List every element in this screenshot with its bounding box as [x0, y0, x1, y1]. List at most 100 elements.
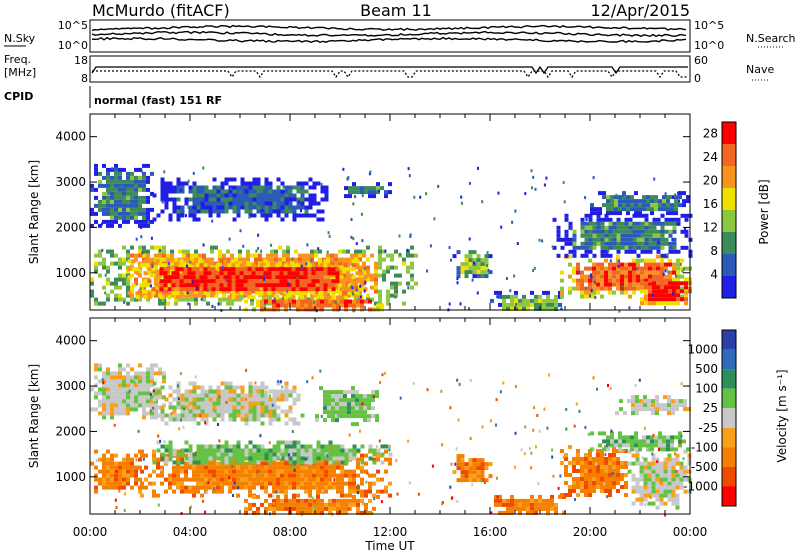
heatmap-cell: [284, 489, 288, 494]
heatmap-cell: [366, 269, 370, 274]
heatmap-cell: [647, 407, 651, 412]
heatmap-cell: [287, 267, 292, 272]
heatmap-cell: [176, 405, 181, 410]
heatmap-cell: [134, 387, 138, 392]
heatmap-cell: [304, 189, 309, 194]
heatmap-cell: [331, 267, 336, 272]
scatter-cell: [147, 220, 150, 224]
heatmap-cell: [192, 452, 197, 457]
heatmap-cell: [259, 271, 264, 276]
heatmap-cell: [626, 199, 630, 204]
heatmap-cell: [328, 469, 332, 474]
heatmap-cell: [679, 469, 684, 474]
heatmap-cell: [163, 275, 168, 280]
heatmap-cell: [640, 285, 644, 290]
heatmap-cell: [106, 183, 110, 188]
heatmap-cell: [283, 279, 288, 284]
heatmap-cell: [312, 181, 317, 186]
heatmap-cell: [360, 477, 364, 482]
heatmap-cell: [244, 506, 248, 511]
heatmap-cell: [218, 289, 222, 294]
heatmap-cell: [652, 289, 656, 294]
heatmap-cell: [236, 409, 241, 414]
heatmap-cell: [627, 399, 631, 404]
heatmap-cell: [183, 279, 188, 284]
heatmap-cell: [220, 389, 225, 394]
heatmap-cell: [90, 207, 94, 212]
heatmap-cell: [628, 233, 633, 238]
heatmap-cell: [352, 182, 356, 187]
heatmap-cell: [652, 245, 657, 250]
heatmap-cell: [254, 257, 258, 262]
heatmap-cell: [600, 233, 605, 238]
heatmap-cell: [359, 287, 364, 292]
heatmap-cell: [102, 191, 106, 196]
heatmap-cell: [192, 393, 197, 398]
scatter-cell: [677, 191, 680, 195]
heatmap-cell: [98, 367, 102, 372]
heatmap-cell: [206, 261, 210, 266]
heatmap-cell: [202, 297, 206, 302]
heatmap-cell: [272, 510, 276, 515]
heatmap-cell: [634, 443, 638, 448]
heatmap-cell: [600, 266, 604, 271]
heatmap-cell: [130, 407, 134, 412]
heatmap-cell: [680, 258, 684, 263]
heatmap-cell: [295, 263, 300, 268]
heatmap-cell: [164, 185, 169, 190]
heatmap-cell: [110, 175, 114, 180]
heatmap-cell: [542, 298, 546, 303]
heatmap-cell: [138, 477, 142, 482]
scatter-cell: [202, 243, 205, 247]
heatmap-cell: [114, 461, 118, 466]
heatmap-cell: [200, 473, 204, 478]
heatmap-cell: [338, 249, 342, 254]
heatmap-cell: [275, 263, 280, 268]
heatmap-cell: [188, 405, 193, 410]
heatmap-cell: [176, 449, 180, 454]
heatmap-cell: [300, 460, 305, 465]
heatmap-cell: [252, 409, 257, 414]
heatmap-cell: [336, 465, 340, 470]
heatmap-cell: [118, 171, 122, 176]
heatmap-cell: [300, 465, 304, 470]
heatmap-cell: [142, 399, 146, 404]
heatmap-cell: [278, 245, 282, 250]
heatmap-cell: [372, 190, 376, 195]
heatmap-cell: [592, 266, 596, 271]
heatmap-cell: [275, 295, 280, 300]
heatmap-cell: [232, 413, 237, 418]
heatmap-cell: [676, 221, 681, 226]
heatmap-cell: [298, 261, 302, 266]
heatmap-cell: [331, 414, 335, 419]
heatmap-cell: [272, 461, 276, 466]
heatmap-cell: [576, 282, 580, 287]
heatmap-cell: [352, 456, 357, 461]
heatmap-cell: [671, 465, 676, 470]
heatmap-cell: [159, 271, 164, 276]
heatmap-cell: [656, 301, 660, 306]
heatmap-cell: [322, 273, 326, 278]
heatmap-cell: [596, 266, 600, 271]
heatmap-cell: [588, 477, 592, 481]
heatmap-cell: [183, 267, 188, 272]
heatmap-cell: [655, 481, 660, 486]
heatmap-cell: [102, 301, 106, 306]
heatmap-cell: [240, 465, 244, 470]
heatmap-cell: [126, 301, 130, 306]
heatmap-cell: [296, 465, 300, 470]
heatmap-cell: [216, 389, 221, 394]
heatmap-cell: [204, 201, 209, 206]
heatmap-cell: [110, 453, 114, 458]
heatmap-cell: [98, 223, 102, 228]
heatmap-cell: [114, 281, 118, 286]
heatmap-cell: [106, 485, 110, 490]
heatmap-cell: [138, 387, 142, 392]
heatmap-cell: [624, 481, 628, 485]
heatmap-cell: [163, 267, 168, 272]
heatmap-cell: [163, 271, 168, 276]
heatmap-cell: [224, 393, 229, 398]
heatmap-cell: [667, 489, 672, 494]
heatmap-cell: [354, 265, 358, 270]
heatmap-cell: [187, 291, 192, 296]
